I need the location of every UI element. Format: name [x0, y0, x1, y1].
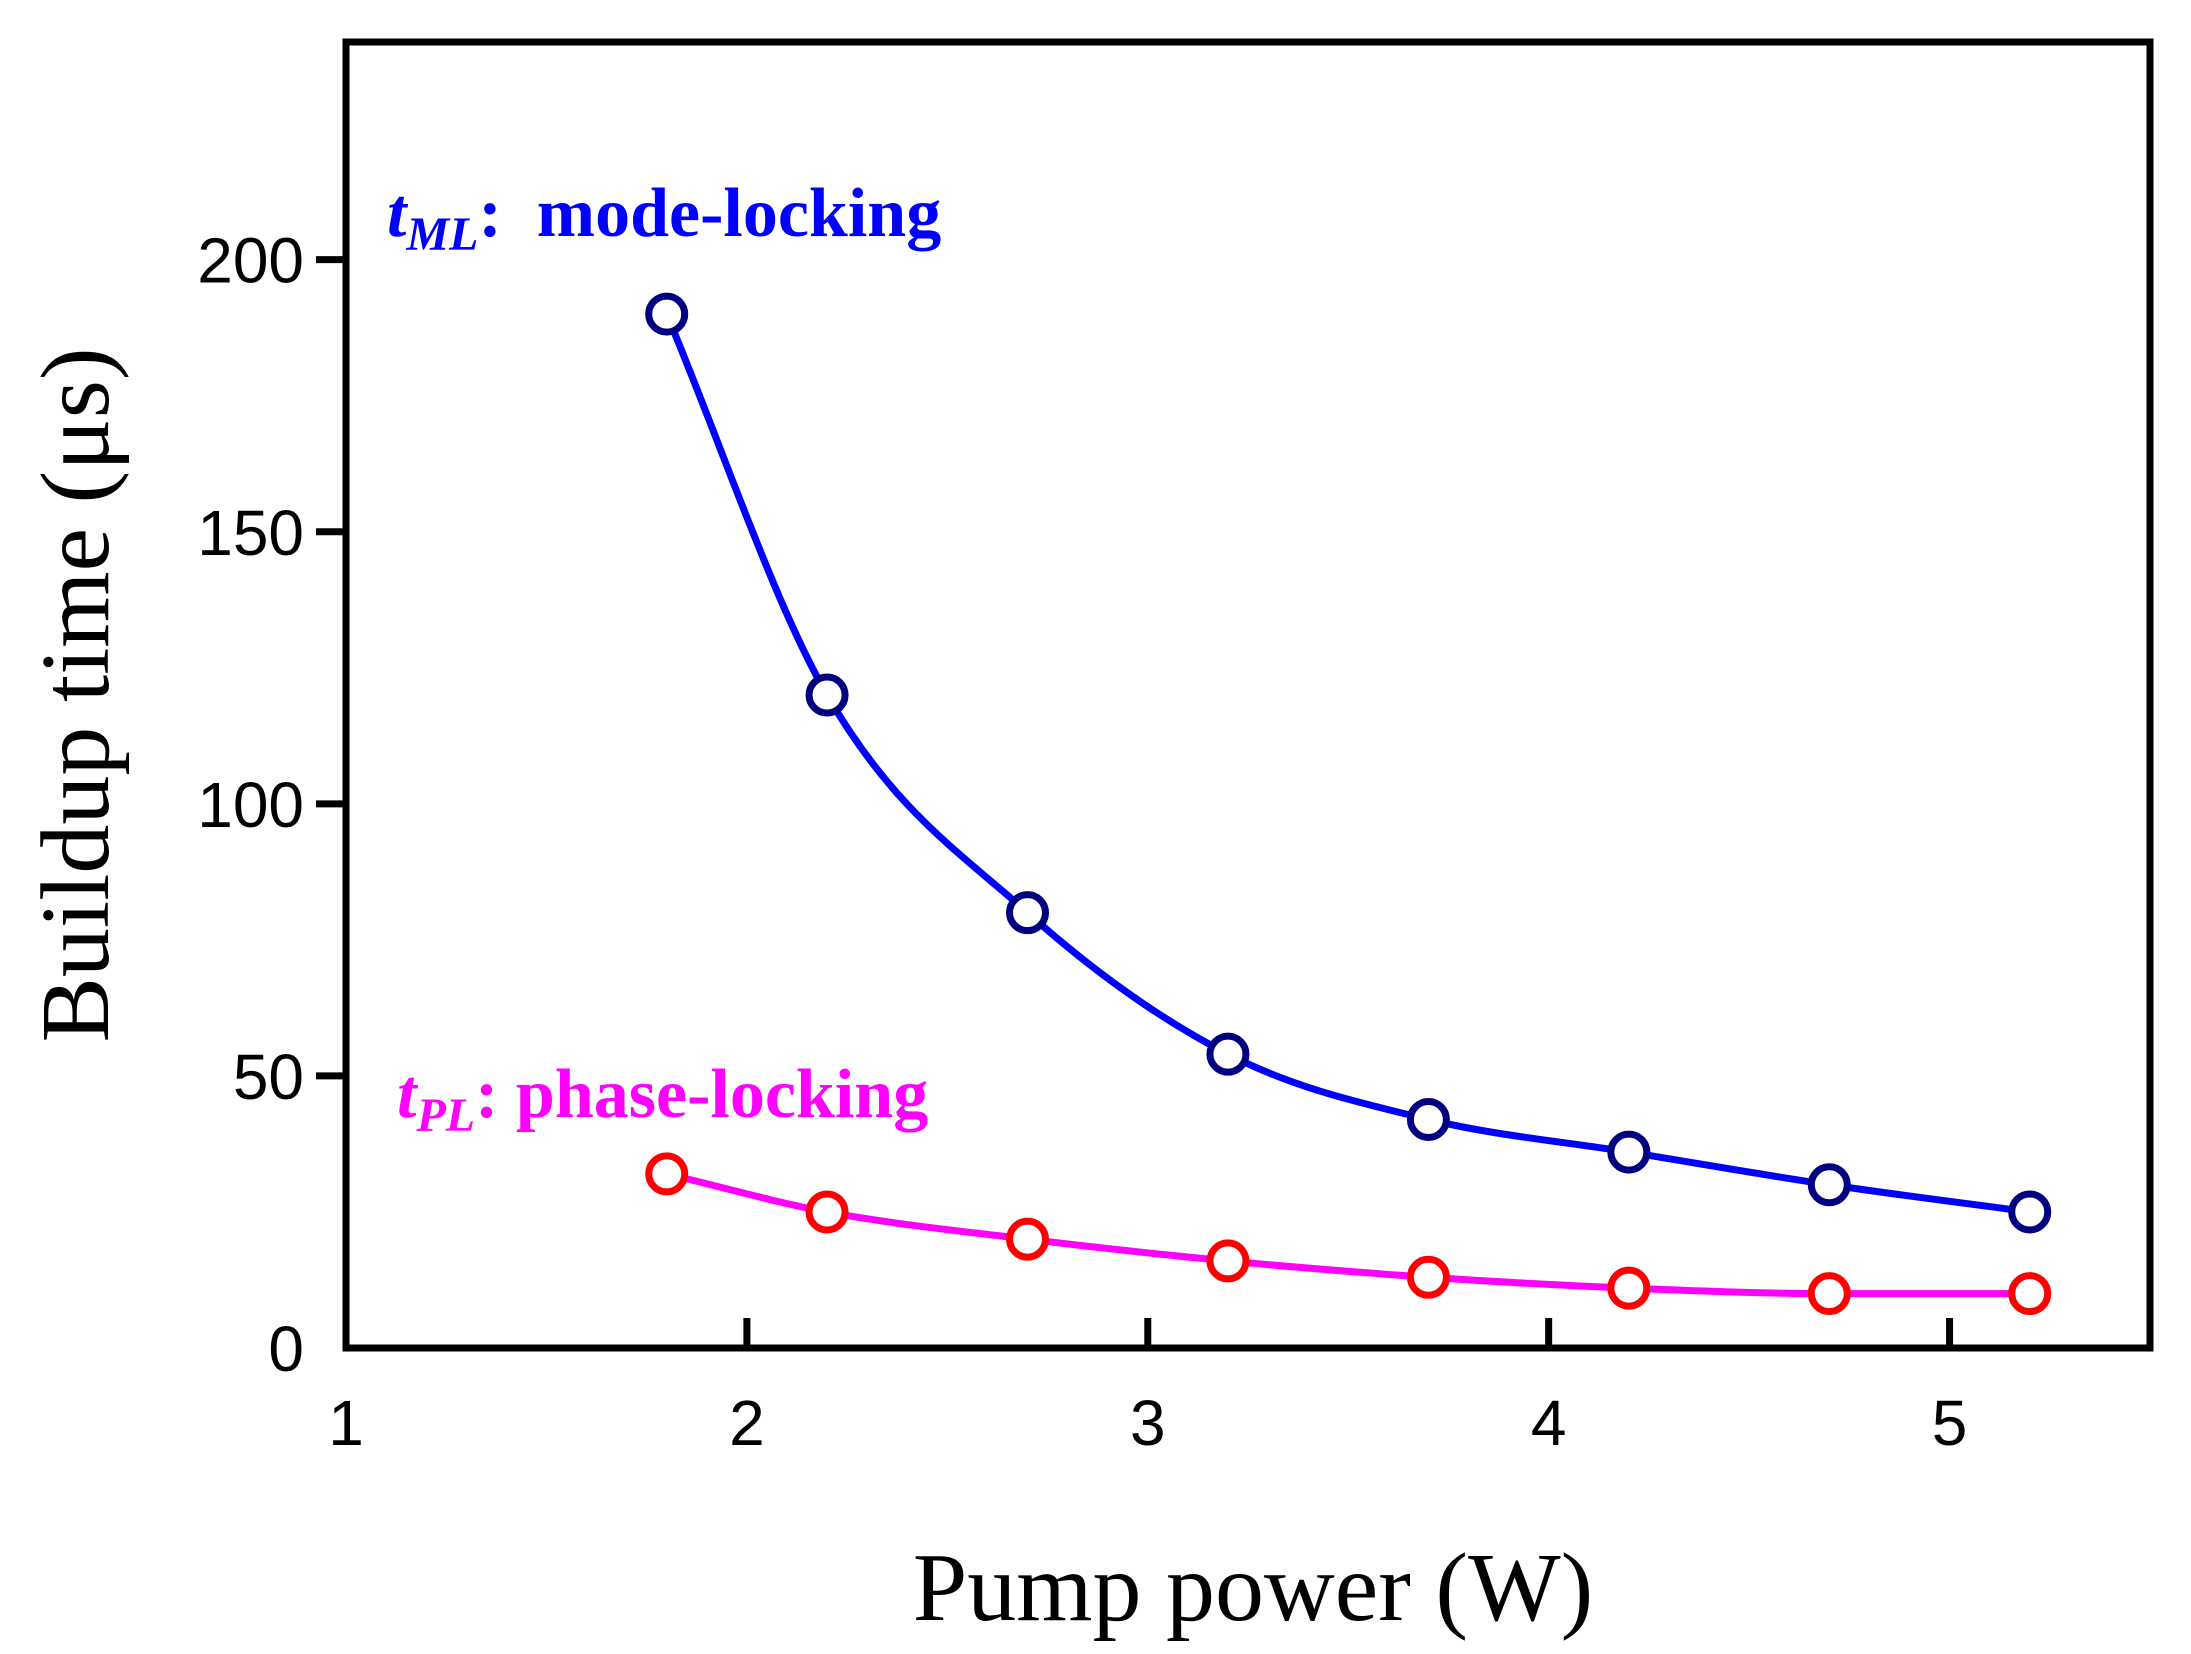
series-phase-locking-point	[1006, 1217, 1050, 1261]
series-mode-locking-point	[1607, 1130, 1651, 1174]
annotation-ml-symbol: t	[387, 175, 409, 252]
series-phase-locking-point	[2008, 1272, 2052, 1316]
annotation-ml-subscript: ML	[405, 208, 478, 261]
y-tick-label: 100	[197, 769, 304, 841]
x-tick-label: 3	[1130, 1387, 1166, 1459]
y-tick-label: 200	[197, 225, 304, 297]
y-tick-label: 150	[197, 497, 304, 569]
annotation-mode-locking: tML: mode-locking	[387, 175, 941, 261]
series-phase-locking-point	[1206, 1239, 1250, 1283]
annotation-pl-text: : phase-locking	[475, 1056, 928, 1133]
annotation-phase-locking: tPL: phase-locking	[397, 1056, 928, 1142]
series-mode-locking-point	[1006, 891, 1050, 935]
series-phase-locking-point	[1807, 1272, 1851, 1316]
series-phase-locking-point	[645, 1152, 689, 1196]
x-tick-label: 2	[729, 1387, 765, 1459]
series-mode-locking-point	[1206, 1032, 1250, 1076]
annotation-ml-text: : mode-locking	[478, 175, 941, 252]
series-phase-locking-point	[805, 1190, 849, 1234]
series-mode-locking-point	[1807, 1163, 1851, 1207]
annotation-pl-subscript: PL	[415, 1089, 475, 1142]
series-mode-locking-point	[2008, 1190, 2052, 1234]
series-phase-locking-point	[1406, 1255, 1450, 1299]
x-axis-title: Pump power (W)	[913, 1534, 1593, 1642]
x-tick-label: 1	[328, 1387, 364, 1459]
series-phase-locking-point	[1607, 1266, 1651, 1310]
annotation-pl-symbol: t	[397, 1056, 419, 1133]
x-tick-label: 5	[1932, 1387, 1968, 1459]
plot-frame	[342, 38, 2154, 1352]
y-axis-title: Buildup time (μs)	[22, 348, 130, 1043]
series-mode-locking-point	[1406, 1097, 1450, 1141]
series-mode-locking-point	[805, 673, 849, 717]
y-tick-label: 50	[233, 1041, 304, 1113]
y-tick-label: 0	[268, 1313, 304, 1385]
x-tick-label: 4	[1531, 1387, 1567, 1459]
series-mode-locking-point	[645, 292, 689, 336]
